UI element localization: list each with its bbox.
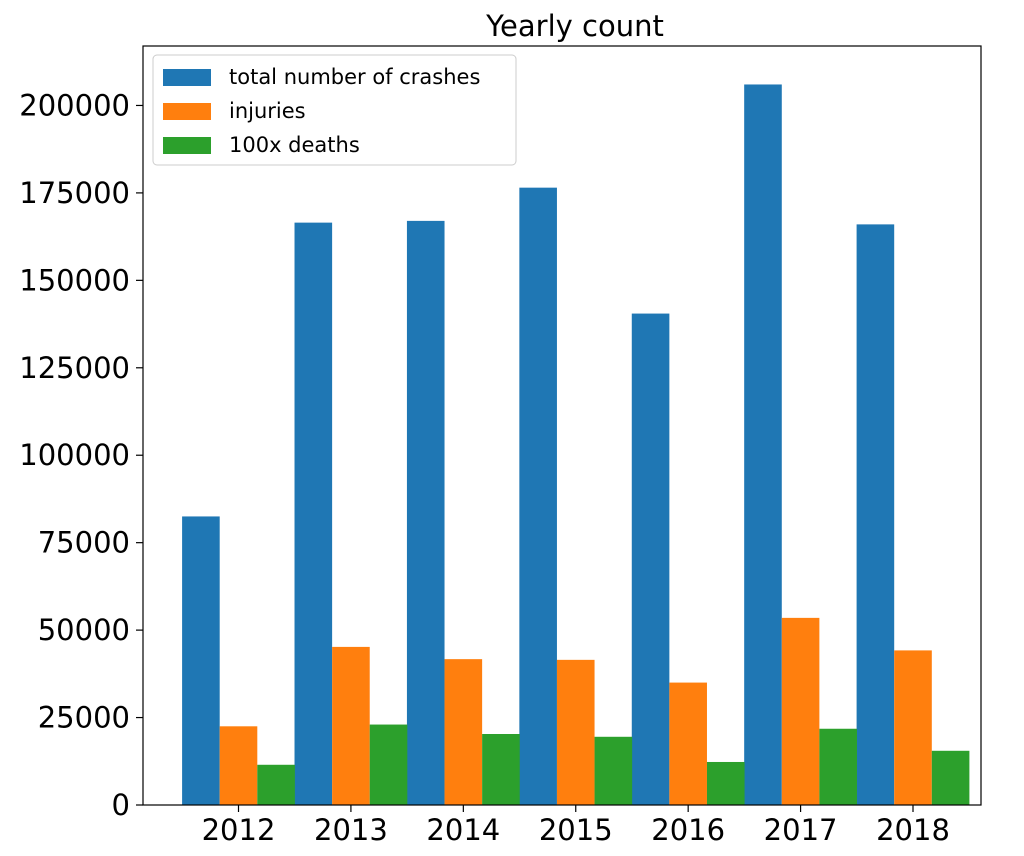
x-tick-label: 2015 [539, 813, 613, 847]
legend-swatch [163, 69, 211, 86]
y-tick-label: 150000 [19, 263, 130, 297]
legend: total number of crashes injuries 100x deat… [152, 54, 517, 166]
bar-2014-1 [406, 220, 445, 805]
y-tick-label: 175000 [19, 176, 130, 210]
bar-2018-1 [856, 224, 895, 805]
bar-2014-2 [444, 659, 483, 805]
series-100x-deaths [257, 724, 970, 805]
bar-2017-2 [781, 617, 820, 805]
bar-2015-3 [594, 736, 633, 805]
x-tick-label: 2014 [426, 813, 500, 847]
bar-2015-2 [556, 659, 595, 805]
x-tick-label: 2017 [764, 813, 838, 847]
x-tick-label: 2018 [876, 813, 950, 847]
legend-label: total number of crashes [229, 65, 480, 89]
bar-2012-3 [257, 764, 295, 805]
bar-2014-3 [482, 734, 520, 805]
x-tick-label: 2016 [651, 813, 725, 847]
axes-frame [142, 45, 982, 806]
bar-2013-3 [369, 724, 408, 805]
legend-box [152, 54, 517, 166]
x-axis: 2012 2013 2014 2015 2016 2017 2018 [202, 805, 950, 847]
bar-2016-2 [669, 682, 707, 805]
y-tick-label: 25000 [38, 701, 130, 735]
plot-area [182, 84, 970, 806]
y-tick-label: 125000 [19, 351, 130, 385]
bar-2015-1 [519, 187, 557, 805]
bar-2017-3 [819, 728, 857, 805]
series-injuries [219, 617, 932, 805]
legend-label: injuries [229, 99, 306, 123]
series-total-number-of-crashes [182, 84, 895, 806]
y-tick-label: 100000 [19, 438, 130, 472]
legend-label: 100x deaths [229, 133, 360, 157]
bar-2018-2 [894, 650, 932, 805]
y-axis: 0 25000 50000 75000 100000 125000 150000 175000… [19, 88, 143, 822]
bar-2017-1 [744, 84, 782, 806]
bar-2013-1 [294, 222, 333, 805]
chart-title: Yearly count [485, 9, 664, 43]
bar-2012-1 [182, 516, 220, 805]
legend-swatch [163, 103, 211, 120]
y-tick-label: 200000 [19, 88, 130, 122]
x-tick-label: 2012 [202, 813, 276, 847]
y-tick-label: 50000 [38, 613, 130, 647]
y-tick-label: 0 [112, 788, 130, 822]
bar-2016-3 [706, 761, 745, 805]
bar-2013-2 [332, 646, 370, 805]
bar-2018-3 [931, 750, 970, 805]
x-tick-label: 2013 [314, 813, 388, 847]
y-tick-label: 75000 [38, 526, 130, 560]
bar-2012-2 [219, 726, 258, 805]
bar-2016-1 [631, 313, 670, 805]
legend-swatch [163, 137, 211, 154]
